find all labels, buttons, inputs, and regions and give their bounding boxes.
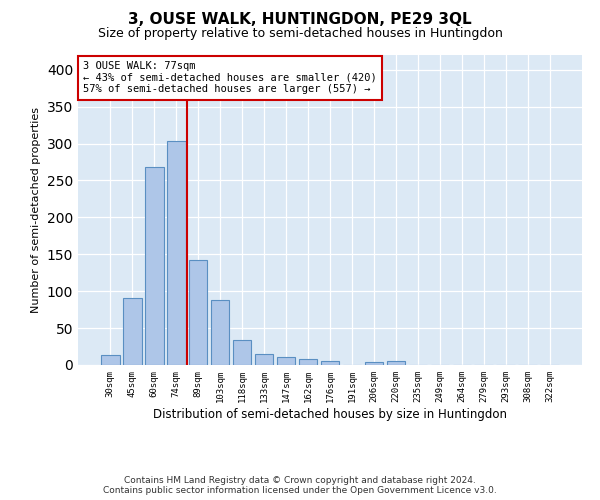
- Bar: [365, 362, 383, 365]
- Bar: [123, 298, 142, 365]
- Bar: [299, 359, 317, 365]
- Text: Contains HM Land Registry data © Crown copyright and database right 2024.
Contai: Contains HM Land Registry data © Crown c…: [103, 476, 497, 495]
- Bar: [233, 340, 251, 365]
- Bar: [277, 357, 295, 365]
- Bar: [255, 354, 274, 365]
- X-axis label: Distribution of semi-detached houses by size in Huntingdon: Distribution of semi-detached houses by …: [153, 408, 507, 420]
- Y-axis label: Number of semi-detached properties: Number of semi-detached properties: [31, 107, 41, 313]
- Bar: [211, 300, 229, 365]
- Bar: [101, 356, 119, 365]
- Bar: [386, 362, 405, 365]
- Bar: [167, 140, 185, 365]
- Text: Size of property relative to semi-detached houses in Huntingdon: Size of property relative to semi-detach…: [98, 28, 502, 40]
- Bar: [189, 260, 208, 365]
- Text: 3 OUSE WALK: 77sqm
← 43% of semi-detached houses are smaller (420)
57% of semi-d: 3 OUSE WALK: 77sqm ← 43% of semi-detache…: [83, 61, 377, 94]
- Bar: [320, 362, 340, 365]
- Bar: [145, 167, 164, 365]
- Text: 3, OUSE WALK, HUNTINGDON, PE29 3QL: 3, OUSE WALK, HUNTINGDON, PE29 3QL: [128, 12, 472, 28]
